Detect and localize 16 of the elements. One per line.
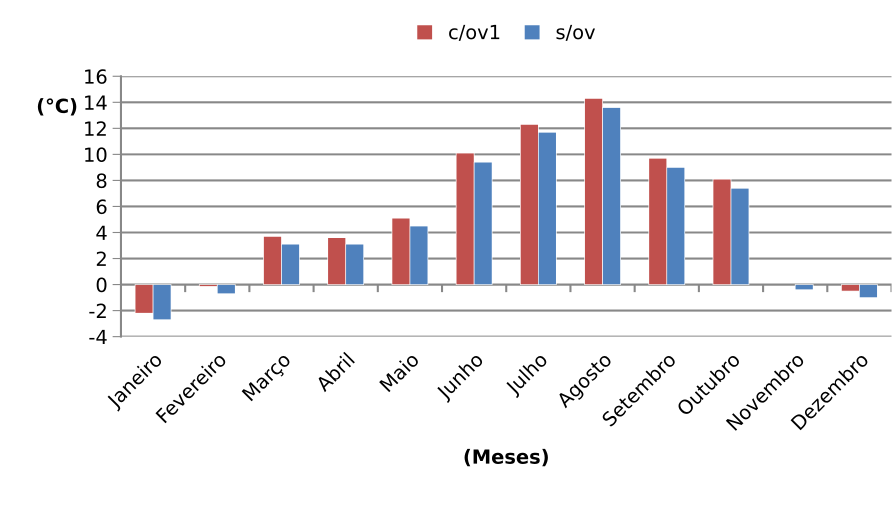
y-tick-label: -4 — [89, 330, 107, 344]
y-tick-label: 2 — [96, 251, 106, 266]
y-tick-label: 4 — [96, 226, 107, 240]
y-axis-title: (°C) — [38, 98, 76, 116]
legend-label: s/ov — [556, 24, 595, 41]
y-tick-label: 16 — [85, 69, 107, 84]
bar — [794, 284, 814, 290]
y-tick-label: 14 — [85, 96, 107, 110]
y-tick-label: -2 — [89, 304, 106, 318]
y-tick-label: 10 — [85, 147, 106, 162]
y-tick-label: 0 — [96, 278, 106, 292]
y-tick-label: 6 — [96, 199, 107, 214]
x-axis-title: (Meses) — [464, 448, 548, 466]
legend-label: c/ov1 — [449, 24, 500, 41]
y-tick-label: 12 — [85, 121, 106, 136]
y-tick-label: 8 — [96, 173, 106, 188]
